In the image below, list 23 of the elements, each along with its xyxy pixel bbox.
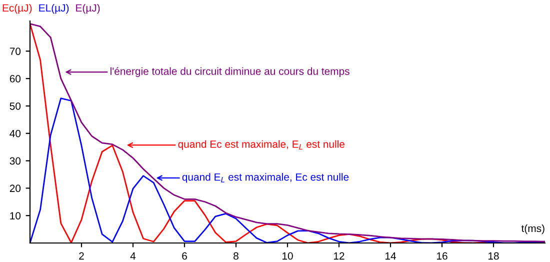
annotation: quand E$_{L}$ est maximale, Ec est nulle <box>182 173 349 183</box>
annotation: l'énergie totale du circuit diminue au cours du temps <box>110 67 350 77</box>
x-tick-label: 2 <box>79 252 84 260</box>
text: E(µJ) <box>76 4 100 14</box>
x-tick-label: 10 <box>282 252 293 260</box>
y-tick-label: 70 <box>10 48 21 56</box>
x-axis-title: t(ms) <box>521 224 544 234</box>
x-tick-label: 12 <box>334 252 344 260</box>
x-tick-label: 6 <box>182 252 187 260</box>
x-tick-label: 4 <box>130 252 136 260</box>
series-label: Ec(µJ) <box>2 4 32 14</box>
y-tick-label: 40 <box>10 130 21 138</box>
y-tick-label: 50 <box>10 102 21 110</box>
y-tick-label: 60 <box>10 75 21 82</box>
x-tick-label: 18 <box>488 252 499 260</box>
x-tick-label: 16 <box>437 252 448 260</box>
text: EL(µJ) <box>39 4 69 14</box>
y-tick-label: 20 <box>10 184 21 192</box>
y-tick-label: 10 <box>10 212 21 220</box>
x-tick-label: 8 <box>234 252 238 260</box>
annotation: quand Ec est maximale, E$_{L}$ est nulle <box>178 140 344 150</box>
y-tick-label: 30 <box>10 157 21 165</box>
x-tick-label: 14 <box>386 252 396 260</box>
